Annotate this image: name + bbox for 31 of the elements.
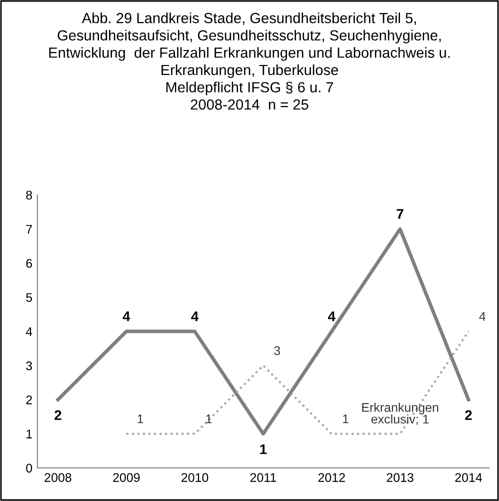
data-label: 7 [396,209,404,219]
y-tick-label: 7 [26,224,32,234]
x-tick-label: 2013 [386,473,414,482]
data-label: Erkrankungen exclusiv; 1 [362,402,438,426]
data-label: 4 [328,312,336,322]
y-tick-label: 4 [26,327,32,336]
data-label: 4 [122,312,130,322]
data-label: 2 [54,410,62,420]
data-label: 4 [191,312,199,322]
y-tick-label: 1 [26,430,32,438]
x-tick-label: 2012 [318,473,345,482]
data-label: 2 [465,410,472,420]
data-label: 1 [206,414,212,424]
data-label: 1 [343,414,348,424]
y-tick-label: 5 [26,293,32,302]
y-tick-label: 3 [26,361,32,370]
y-tick-label: 6 [26,258,32,268]
line-series [56,227,470,436]
data-label: 1 [138,414,144,424]
y-tick-label: 2 [26,395,32,404]
x-tick-label: 2008 [44,473,72,482]
y-tick-label: 0 [26,464,32,473]
x-tick-label: 2011 [250,473,276,482]
x-tick-label: 2009 [113,473,140,482]
x-tick-label: 2014 [455,473,482,482]
chart-title: Abb. 29 Landkreis Stade, Gesundheitsbericht Teil 5, Gesundheitsaufsicht, Gesundheitsschutz, Seuchenhygiene, Entwicklung der Fallzahl Erkrankungen und Labornachweis u. Erkrankungen, Tuberkulose Meldepflicht IFSG § 6 u. 7 2008-2014 n = 25 [49,12,450,110]
x-tick-label: 2010 [182,473,208,482]
y-tick-label: 8 [26,190,32,200]
data-label: 4 [479,312,486,321]
data-label: 1 [260,444,267,454]
data-label: 3 [274,346,280,356]
